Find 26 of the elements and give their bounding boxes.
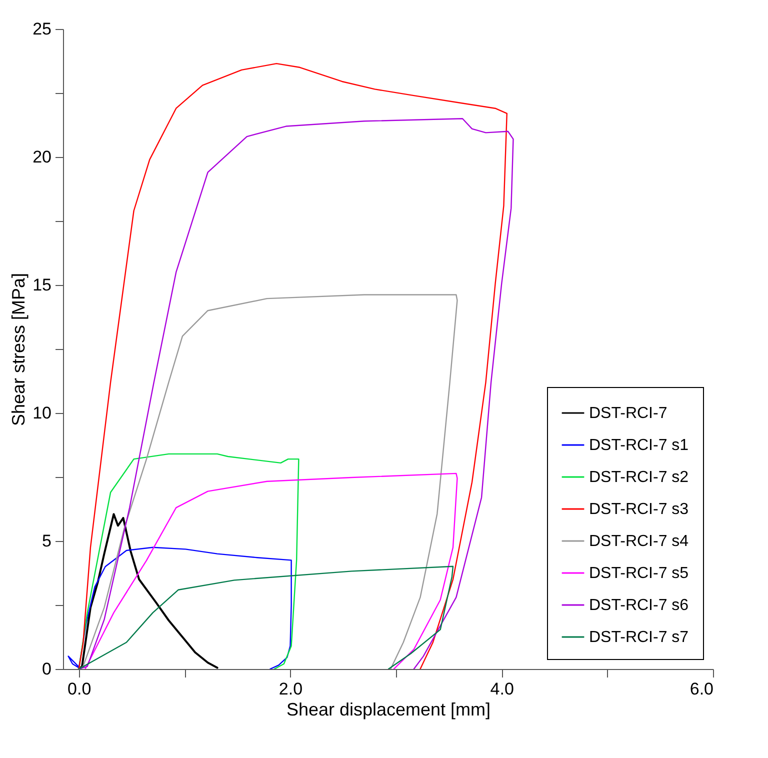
legend-label: DST-RCI-7 s1 — [589, 437, 689, 454]
x-tick-label: 2.0 — [278, 680, 303, 698]
legend-label: DST-RCI-7 s3 — [589, 501, 689, 518]
line-series — [84, 472, 458, 669]
y-tick-label: 25 — [32, 20, 52, 38]
y-axis-title: Shear stress [MPa] — [8, 272, 29, 426]
line-series — [68, 546, 292, 669]
y-tick-label: 15 — [32, 276, 52, 294]
y-tick-label: 0 — [42, 660, 52, 678]
legend-label: DST-RCI-7 s2 — [589, 469, 689, 486]
x-tick-label: 4.0 — [490, 680, 514, 698]
x-tick-label: 0.0 — [68, 680, 92, 698]
line-series — [78, 566, 454, 669]
line-series — [78, 513, 218, 669]
x-tick-label: 6.0 — [690, 680, 714, 698]
legend-label: DST-RCI-7 s7 — [589, 629, 689, 646]
legend-label: DST-RCI-7 s4 — [589, 533, 689, 550]
legend-label: DST-RCI-7 — [589, 405, 668, 422]
line-series — [78, 453, 300, 669]
y-tick-label: 10 — [32, 404, 52, 422]
x-axis-title: Shear displacement [mm] — [286, 700, 491, 720]
y-tick-label: 5 — [42, 532, 52, 550]
legend-label: DST-RCI-7 s5 — [589, 565, 689, 582]
line-series — [78, 294, 458, 669]
y-tick-label: 20 — [32, 148, 52, 166]
legend-label: DST-RCI-7 s6 — [589, 597, 689, 614]
